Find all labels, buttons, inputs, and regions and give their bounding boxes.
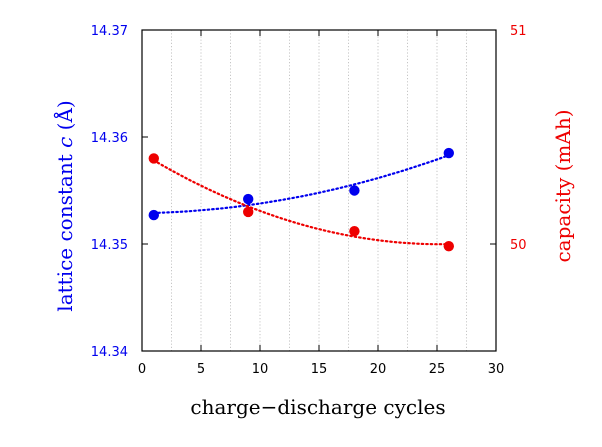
fit-curve-left [152, 154, 450, 214]
data-point-right [243, 206, 254, 218]
fit-curves [152, 154, 450, 246]
data-points [148, 147, 454, 252]
data-point-left [349, 185, 360, 196]
data-point-left [148, 209, 159, 221]
x-tick-label: 20 [370, 362, 387, 377]
left-axis-label-prefix: lattice constant [53, 148, 77, 312]
data-point-left [243, 193, 254, 205]
left-axis-label: lattice constant c (Å) [52, 100, 77, 311]
right-tick-label: 51 [510, 24, 527, 39]
x-tick-label: 30 [488, 362, 505, 377]
x-tick-label: 0 [138, 362, 146, 377]
data-point-right [148, 153, 159, 164]
data-point-right [443, 240, 454, 252]
right-tick-label: 50 [510, 238, 527, 253]
left-tick-label: 14.37 [91, 24, 128, 39]
left-axis-label-suffix: (Å) [52, 100, 77, 136]
fit-curve-right [152, 159, 450, 246]
left-axis-label-symbol: c [53, 137, 77, 148]
grid-lines [171, 30, 467, 351]
left-tick-label: 14.36 [91, 131, 128, 146]
x-tick-label: 5 [197, 362, 205, 377]
data-point-right [349, 225, 360, 237]
x-tick-label: 25 [429, 362, 446, 377]
axis-ticks: 0 5 10 15 20 25 30 14.34 14.35 14.36 14.37 50 51 [91, 24, 527, 377]
right-axis-label: capacity (mAh) [551, 109, 575, 262]
left-tick-label: 14.35 [91, 238, 128, 253]
x-axis-label: charge−discharge cycles [190, 395, 445, 419]
left-tick-label: 14.34 [91, 345, 128, 360]
x-tick-label: 10 [252, 362, 269, 377]
x-tick-label: 15 [311, 362, 328, 377]
data-point-left [443, 147, 454, 159]
